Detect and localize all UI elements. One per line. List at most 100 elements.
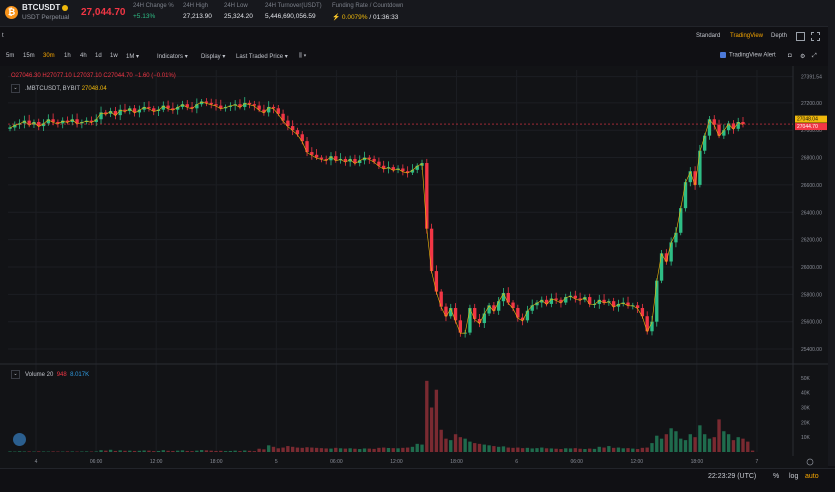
candle-body (32, 121, 36, 125)
volume-bar (65, 451, 70, 452)
display-label[interactable]: Display (201, 54, 221, 60)
candle-body (27, 120, 31, 125)
candle-body (8, 127, 12, 129)
caret-down-icon[interactable]: ▾ (284, 54, 288, 60)
volume-bar (99, 450, 103, 452)
candle-body (324, 158, 328, 161)
volume-bar (353, 448, 357, 452)
interval-15m[interactable]: 15m (23, 53, 35, 59)
candles-icon[interactable]: ⫼ (299, 53, 302, 59)
alert-icon[interactable] (720, 52, 726, 58)
tradingview-alert-button[interactable]: TradingView Alert (720, 52, 776, 59)
volume-bar (132, 450, 137, 452)
candle-body (377, 161, 381, 166)
volume-bar (473, 443, 477, 452)
settings-icon[interactable]: ⚙ (800, 54, 806, 60)
x-tick-label: 18:00 (210, 459, 223, 465)
fullscreen-icon[interactable]: ⤢ (812, 53, 817, 59)
series-name: .MBTCUSDT, BYBIT (25, 86, 81, 93)
symbol-name[interactable]: BTCUSDT (22, 3, 69, 12)
indicators-button[interactable]: Indicators ▾ (157, 53, 188, 60)
bottom-divider (0, 468, 835, 469)
y-tick-label: 26000.00 (801, 265, 822, 271)
candle-body (281, 113, 285, 121)
ohlc-readout: O27046.30 H27077.10 L27037.10 C27044.70 … (11, 73, 176, 79)
price-type-label[interactable]: Last Traded Price (236, 54, 284, 60)
candle-body (564, 297, 568, 303)
caret-down-icon[interactable]: ▾ (303, 53, 307, 59)
volume-bar (300, 447, 304, 452)
volume-bar (199, 450, 204, 452)
volume-bar (496, 446, 501, 452)
interval-1w[interactable]: 1w (110, 53, 118, 59)
info-icon[interactable] (62, 4, 69, 11)
candle-body (401, 168, 405, 172)
interval-30m[interactable]: 30m (43, 53, 55, 59)
candle-body (530, 305, 534, 311)
y-tick-label: 26800.00 (801, 156, 822, 162)
candle-body (89, 120, 94, 122)
symbol-text[interactable]: BTCUSDT (22, 3, 61, 12)
caret-down-icon[interactable]: ▾ (136, 54, 140, 60)
volume-bar (233, 450, 237, 452)
volume-bar (434, 389, 439, 452)
view-depth[interactable]: Depth (771, 33, 788, 39)
volume-bar (506, 447, 510, 452)
stat-label: 24H High (183, 3, 209, 9)
bitcoin-icon: ₿ (5, 6, 18, 19)
display-button[interactable]: Display ▾ (201, 53, 225, 60)
volume-bar (554, 448, 558, 452)
volume-bar (281, 447, 285, 452)
interval-1m-label[interactable]: 1M (126, 54, 135, 60)
interval-1m[interactable]: 1M ▾ (126, 53, 139, 60)
candle-body (707, 119, 712, 136)
volume-bar (391, 448, 395, 452)
y-tick-label: 26200.00 (801, 238, 822, 244)
symbol-subtitle: USDT Perpetual (22, 14, 70, 21)
x-tick-label: 12:00 (631, 459, 644, 465)
percent-toggle[interactable]: % (773, 473, 780, 480)
y-tick-label: 25800.00 (801, 292, 822, 298)
volume-bar (166, 450, 170, 452)
candle-body (22, 120, 27, 124)
view-tradingview[interactable]: TradingView (730, 33, 764, 39)
interval-1d[interactable]: 1d (95, 53, 102, 59)
volume-bar (257, 448, 261, 452)
volume-bar (717, 419, 721, 452)
volume-bar (659, 438, 664, 452)
chart-type-button[interactable]: ⫼ ▾ (299, 53, 306, 60)
alert-label[interactable]: TradingView Alert (729, 52, 776, 59)
caret-down-icon[interactable]: ▾ (222, 54, 226, 60)
view-standard[interactable]: Standard (696, 33, 721, 39)
candle-body (693, 171, 697, 185)
volume-bar (444, 438, 448, 452)
collapse-icon[interactable]: ⌄ (11, 84, 20, 93)
interval-1h[interactable]: 1h (64, 53, 71, 59)
volume-bar (37, 451, 41, 452)
auto-toggle[interactable]: auto (805, 473, 819, 480)
candle-body (688, 171, 692, 183)
candle-body (669, 242, 673, 262)
price-type-button[interactable]: Last Traded Price ▾ (236, 53, 288, 60)
log-toggle[interactable]: log (789, 473, 799, 480)
collapse-icon[interactable]: ⌄ (11, 370, 20, 379)
interval-4h[interactable]: 4h (80, 53, 87, 59)
candle-body (276, 108, 280, 114)
cloud-icon[interactable] (13, 433, 26, 446)
expand-icon[interactable] (811, 32, 820, 41)
volume-bar (343, 448, 348, 452)
camera-icon[interactable]: ◘ (788, 53, 792, 59)
caret-down-icon[interactable]: ▾ (184, 54, 188, 60)
candle-body (243, 102, 247, 107)
candle-body (573, 295, 577, 299)
volume-bar (540, 447, 544, 452)
interval-5m[interactable]: 5m (6, 53, 15, 59)
grid-layout-icon[interactable] (796, 32, 805, 41)
volume-bar (372, 448, 376, 452)
volume-bar (458, 437, 463, 452)
y-tick-label: 26600.00 (801, 183, 822, 189)
candle-body (118, 109, 122, 116)
indicators-label[interactable]: Indicators (157, 54, 184, 60)
volume-tick-label: 40K (801, 391, 811, 397)
